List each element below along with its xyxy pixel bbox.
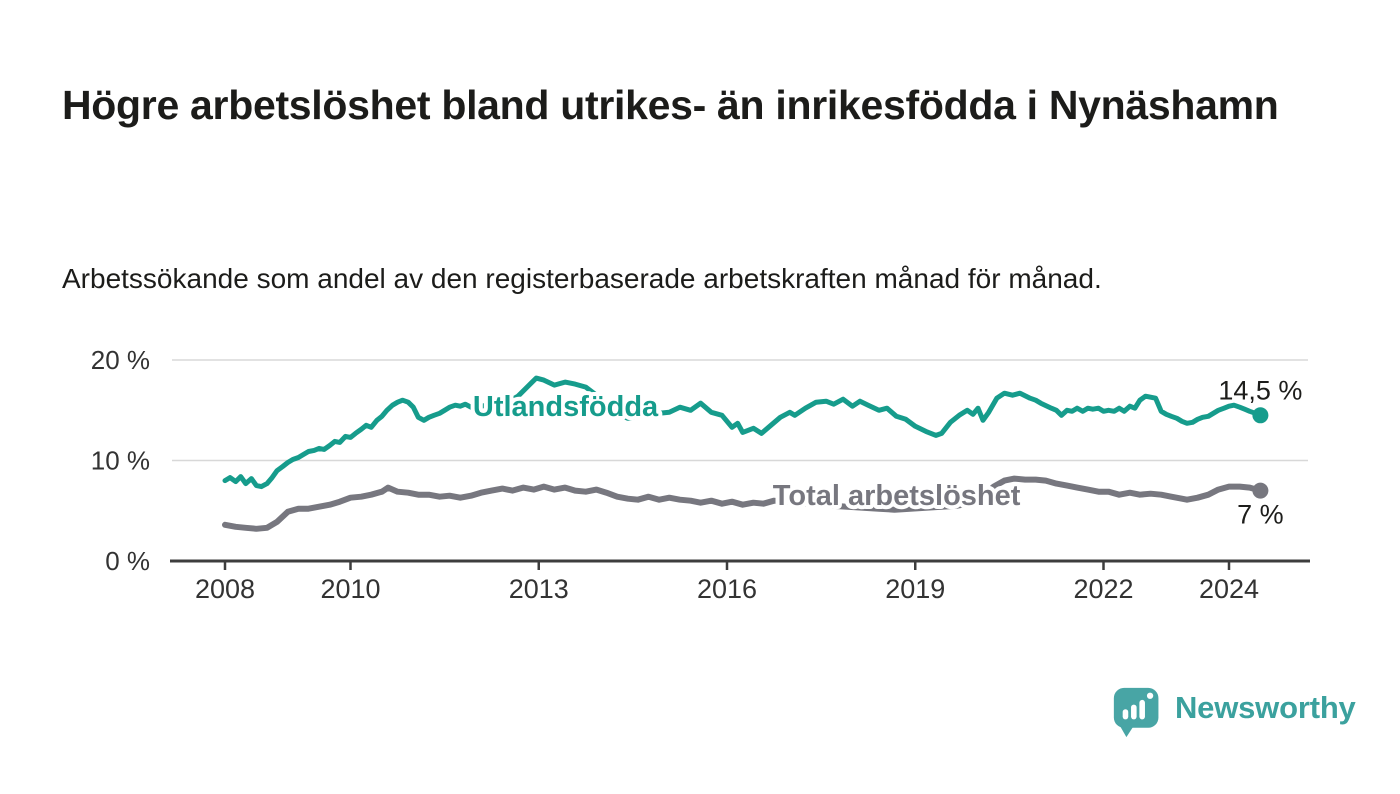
y-tick-label: 10 %	[91, 446, 150, 476]
newsworthy-bubble-chart-icon	[1113, 687, 1159, 738]
end-value-label-total: 7 %	[1237, 500, 1284, 530]
x-tick-label: 2013	[509, 574, 569, 604]
y-tick-label: 0 %	[105, 546, 150, 576]
series-line-total	[222, 475, 1264, 532]
newsworthy-logo[interactable]: Newsworthy	[1112, 684, 1356, 740]
end-value-label-utlandsfodda: 14,5 %	[1218, 375, 1302, 405]
series-label-utlandsfodda: Utlandsfödda	[473, 391, 659, 423]
x-tick-label: 2022	[1073, 574, 1133, 604]
page-title: Högre arbetslöshet bland utrikes- än inr…	[62, 82, 1279, 129]
newsworthy-wordmark: Newsworthy	[1175, 690, 1356, 725]
series-end-dot-total	[1252, 482, 1269, 499]
x-tick-label: 2010	[320, 574, 380, 604]
y-tick-label: 20 %	[91, 345, 150, 375]
x-tick-label: 2016	[697, 574, 757, 604]
x-tick-label: 2024	[1199, 574, 1259, 604]
page-subtitle: Arbetssökande som andel av den registerb…	[62, 263, 1102, 294]
series-end-dot-utlandsfodda	[1252, 407, 1269, 424]
series-line-utlandsfodda	[222, 375, 1263, 490]
series-label-total: Total arbetslöshet	[773, 480, 1021, 512]
x-tick-label: 2019	[885, 574, 945, 604]
line-chart: 2008 2010 2013 2016 2019 2022 2024 0 % 10 % 20 % U…	[91, 345, 1310, 604]
x-tick-label: 2008	[195, 574, 255, 604]
